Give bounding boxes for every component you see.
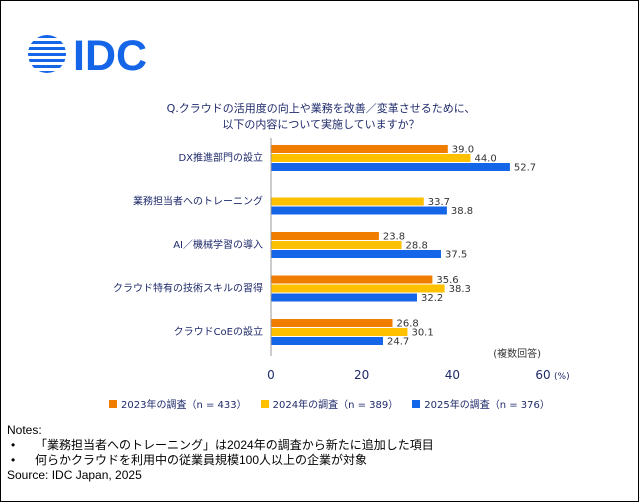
data-label: 35.6 — [436, 275, 458, 286]
x-tick-label: 40 — [445, 368, 460, 382]
legend-item: 2023年の調査（n = 433） — [109, 396, 247, 411]
chart-title-line2: 以下の内容について実施していますか？ — [222, 118, 420, 131]
category-label: クラウド特有の技術スキルの習得 — [113, 282, 263, 295]
data-label: 26.8 — [396, 319, 418, 330]
data-label: 37.5 — [445, 250, 467, 261]
bar — [271, 250, 441, 258]
annotation-label: (複数回答) — [493, 347, 541, 360]
data-label: 33.7 — [428, 197, 450, 208]
note-bullet: • — [11, 453, 16, 467]
category-label: AI／機械学習の導入 — [173, 238, 263, 251]
note-item: • 何らかクラウドを利用中の従業員規模100人以上の企業が対象 — [7, 453, 434, 468]
bar — [271, 154, 471, 162]
bar — [271, 241, 402, 249]
bar — [271, 337, 383, 345]
legend-item: 2025年の調査（n = 376） — [412, 396, 550, 411]
legend-label: 2025年の調査（n = 376） — [424, 400, 550, 411]
logo-text: IDC — [73, 33, 147, 75]
legend-item: 2024年の調査（n = 389） — [260, 396, 399, 411]
data-label: 24.7 — [387, 337, 409, 348]
data-label: 52.7 — [514, 163, 536, 174]
note-item: • 「業務担当者へのトレーニング」は2024年の調査から新たに追加した項目 — [7, 438, 434, 453]
note-bullet: • — [11, 438, 16, 452]
legend-swatch — [412, 399, 421, 408]
x-tick-label: 0 — [267, 368, 275, 382]
bar — [271, 206, 447, 215]
chart-title-line1: Q.クラウドの活用度の向上や業務を改善／変革させるために、 — [166, 102, 476, 115]
legend-swatch — [109, 399, 117, 408]
bar — [271, 319, 393, 327]
bar — [271, 328, 408, 336]
globe-icon — [28, 35, 66, 73]
notes: Notes: • 「業務担当者へのトレーニング」は2024年の調査から新たに追加… — [7, 423, 434, 483]
data-label: 39.0 — [452, 145, 474, 156]
x-tick-label: 20 — [354, 368, 369, 382]
bar — [271, 284, 445, 293]
x-tick-label: 60 — [535, 368, 550, 382]
bar — [271, 293, 417, 302]
idc-logo: IDC — [28, 33, 147, 75]
bar — [271, 275, 433, 284]
category-label: クラウドCoEの設立 — [174, 325, 263, 338]
note-text: 「業務担当者へのトレーニング」は2024年の調査から新たに追加した項目 — [35, 438, 434, 452]
chart-title: Q.クラウドの活用度の向上や業務を改善／変革させるために、 以下の内容について実… — [121, 101, 521, 133]
x-unit-label: (%) — [554, 372, 570, 382]
notes-heading: Notes: — [7, 423, 42, 437]
data-label: 38.3 — [449, 284, 471, 295]
data-label: 30.1 — [411, 328, 433, 339]
bar — [271, 145, 448, 153]
legend-swatch — [260, 399, 269, 408]
chart-legend: 2023年の調査（n = 433） 2024年の調査（n = 389） 2025年の… — [109, 396, 550, 411]
data-label: 44.0 — [474, 154, 496, 165]
bar — [271, 197, 424, 206]
legend-label: 2023年の調査（n = 433） — [121, 400, 247, 411]
data-label: 32.2 — [421, 293, 443, 304]
legend-label: 2024年の調査（n = 389） — [272, 400, 399, 411]
bar — [271, 163, 510, 171]
category-label: DX推進部門の設立 — [178, 151, 263, 164]
data-label: 28.8 — [406, 241, 428, 252]
category-label: 業務担当者へのトレーニング — [133, 195, 263, 208]
data-label: 23.8 — [383, 232, 405, 243]
data-label: 38.8 — [451, 206, 473, 217]
notes-source: Source: IDC Japan, 2025 — [7, 468, 142, 482]
bar — [271, 232, 379, 240]
note-text: 何らかクラウドを利用中の従業員規模100人以上の企業が対象 — [35, 453, 368, 467]
